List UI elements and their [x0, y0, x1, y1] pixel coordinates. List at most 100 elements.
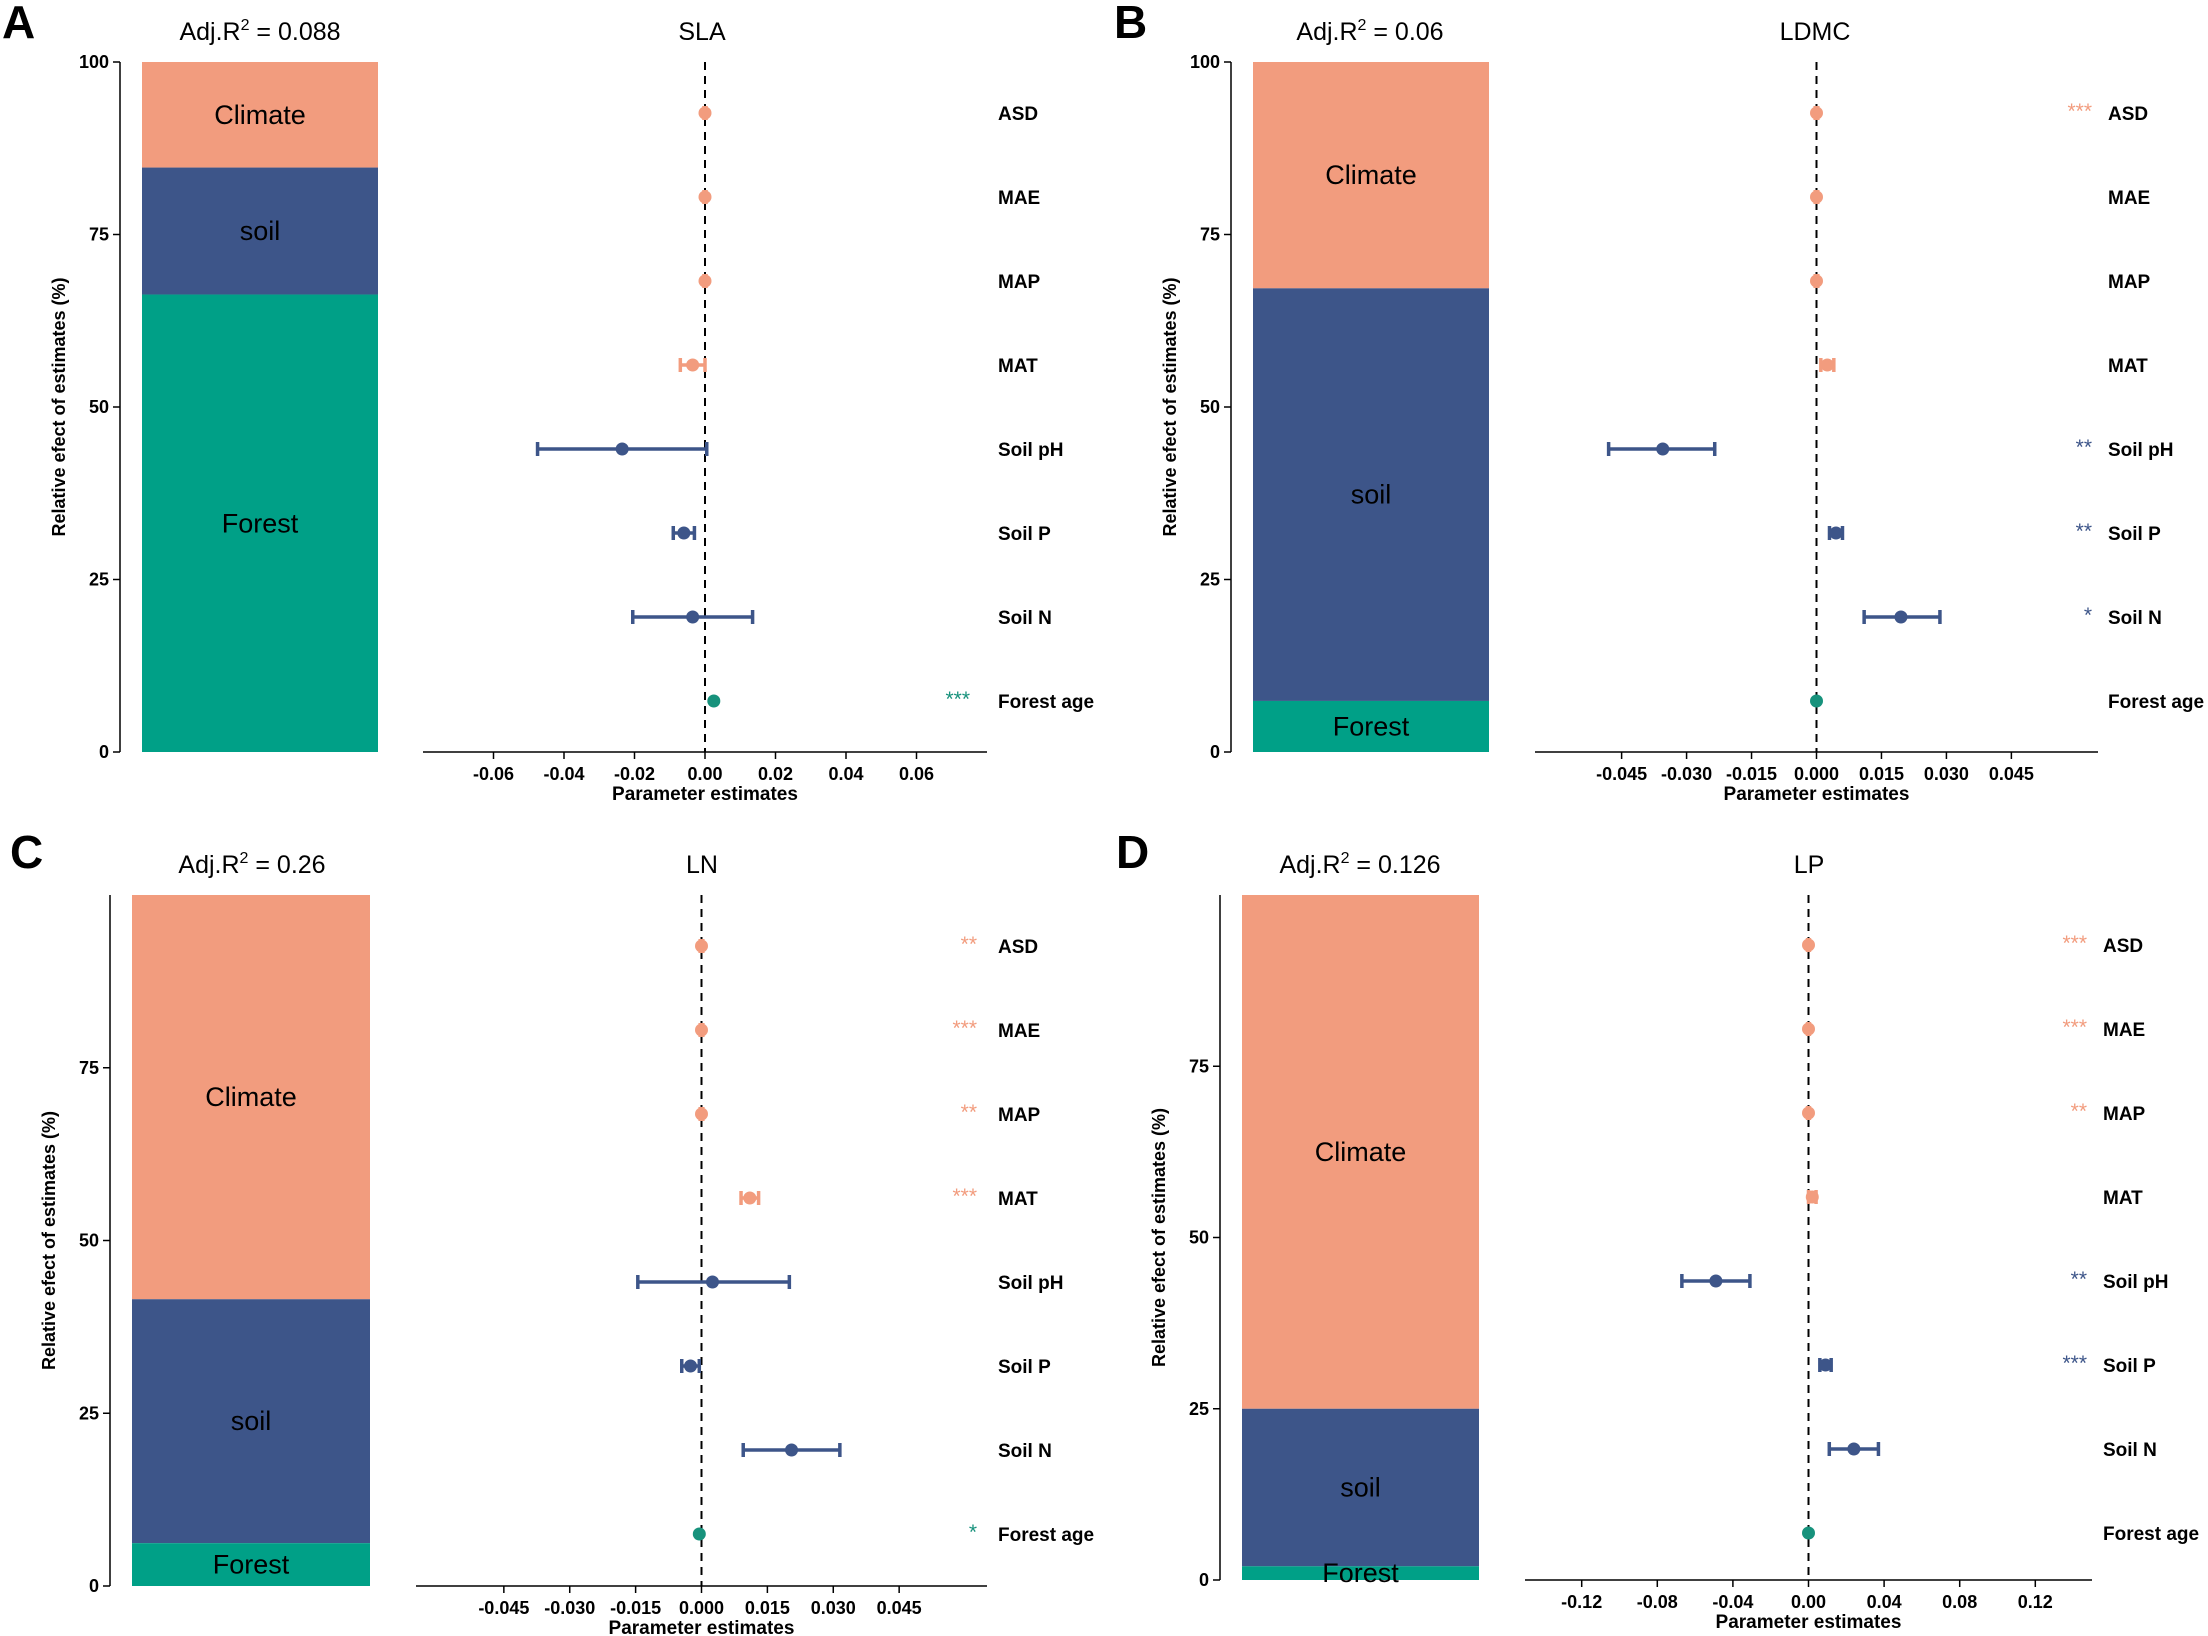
- predictor-label: Soil P: [998, 1357, 1051, 1378]
- x-tick-label: 0.06: [899, 764, 934, 784]
- predictor-label: MAP: [2103, 1104, 2146, 1125]
- predictor-label: MAP: [998, 272, 1041, 293]
- y-tick-label: 0: [89, 1576, 99, 1596]
- segment-label: Forest: [222, 508, 299, 538]
- predictor-label: Forest age: [2103, 1524, 2199, 1545]
- panel-letter: B: [1114, 0, 1147, 48]
- bar-segment-climate: [1253, 62, 1489, 289]
- predictor-label: MAT: [998, 1189, 1038, 1210]
- estimate-point: [695, 1107, 708, 1121]
- y-tick-label: 25: [89, 570, 109, 590]
- adj-r2-value: = 0.126: [1349, 851, 1440, 879]
- bar-segment-forest: [132, 1543, 370, 1586]
- estimate-point: [1802, 938, 1815, 952]
- segment-label: soil: [1340, 1473, 1381, 1503]
- x-tick-label: -0.08: [1637, 1592, 1678, 1612]
- significance-stars: ***: [2062, 1016, 2087, 1039]
- predictor-label: Soil P: [2103, 1356, 2156, 1377]
- adj-r2-prefix: Adj.R: [179, 18, 240, 46]
- y-tick-label: 75: [1200, 225, 1220, 245]
- y-tick-label: 75: [79, 1058, 99, 1078]
- adj-r2-value: = 0.26: [248, 851, 325, 879]
- significance-stars: **: [2076, 520, 2092, 543]
- x-tick-label: -0.02: [614, 764, 655, 784]
- predictor-mae: MAE: [1810, 188, 2150, 209]
- significance-stars: **: [2076, 436, 2092, 459]
- bar-segment-climate: [142, 62, 378, 168]
- estimate-point: [698, 274, 712, 288]
- predictor-label: Soil pH: [998, 1273, 1063, 1294]
- segment-label: Forest: [1322, 1558, 1399, 1588]
- y-tick-label: 100: [79, 52, 109, 72]
- forest-plot: LDMC -0.045 -0.030 -0.015 0.000 0.015 0.030 0.0…: [1535, 18, 2204, 805]
- x-tick-label: 0.02: [758, 764, 793, 784]
- x-tick-label: 0.045: [877, 1598, 922, 1618]
- bar-segment-soil: [132, 1299, 370, 1544]
- y-tick-label: 75: [1189, 1056, 1209, 1076]
- stacked-bar: Climate soil Forest: [132, 895, 370, 1586]
- x-tick-label: 0.000: [1794, 764, 1839, 784]
- adj-r2-prefix: Adj.R: [178, 851, 239, 879]
- adj-r2-superscript: 2: [240, 850, 249, 867]
- predictor-label: Soil N: [998, 1441, 1052, 1462]
- predictor-soil-n: Soil N: [741, 1441, 1052, 1462]
- predictor-label: ASD: [998, 937, 1038, 958]
- predictor-soil-ph: Soil pH: [535, 440, 1063, 461]
- y-axis-label: Relative efect of estimates (%): [39, 1111, 59, 1370]
- predictor-label: Forest age: [998, 1525, 1094, 1546]
- predictor-mat: MAT ***: [739, 1185, 1038, 1210]
- y-axis-label: Relative efect of estimates (%): [49, 277, 69, 536]
- x-tick-label: 0.08: [1942, 1592, 1977, 1612]
- predictor-label: MAE: [998, 188, 1040, 209]
- estimate-point: [1810, 274, 1823, 288]
- y-tick-label: 0: [1210, 742, 1220, 762]
- significance-stars: ***: [952, 1185, 977, 1208]
- predictor-soil-p: Soil P: [679, 1357, 1051, 1378]
- adj-r2-title: Adj.R2 = 0.088: [179, 17, 340, 46]
- segment-label: Forest: [1333, 711, 1410, 741]
- estimate-point: [1709, 1274, 1723, 1288]
- significance-stars: **: [2071, 1100, 2087, 1123]
- x-tick-label: 0.04: [1867, 1592, 1902, 1612]
- y-axis: 0 25 50 75 100 Relative efect of estimates (%…: [1160, 52, 1232, 762]
- predictor-label: Soil P: [998, 524, 1051, 545]
- y-tick-label: 25: [1200, 570, 1220, 590]
- forest-plot: LN -0.045 -0.030 -0.015 0.000 0.015 0.030 0.045…: [416, 851, 1094, 1636]
- significance-stars: ***: [2062, 932, 2087, 955]
- predictor-soil-p: Soil P **: [1827, 520, 2161, 545]
- significance-stars: *: [969, 1521, 977, 1544]
- estimate-point: [698, 190, 712, 204]
- predictor-label: MAT: [2108, 356, 2148, 377]
- x-tick-label: -0.015: [1726, 764, 1777, 784]
- y-tick-label: 50: [79, 1231, 99, 1251]
- estimate-point: [1810, 190, 1823, 204]
- predictor-label: MAE: [2108, 188, 2150, 209]
- predictor-soil-ph: Soil pH **: [1680, 1268, 2168, 1293]
- y-tick-label: 50: [1200, 397, 1220, 417]
- x-tick-label: 0.015: [745, 1598, 790, 1618]
- predictor-soil-p: Soil P: [671, 524, 1051, 545]
- x-axis-label: Parameter estimates: [1716, 1612, 1902, 1633]
- predictor-forest-age: Forest age *: [692, 1521, 1094, 1546]
- y-axis: 0 25 50 75 Relative efect of estimates (%): [1149, 895, 1221, 1590]
- bar-segment-climate: [1242, 895, 1479, 1409]
- estimate-point: [1802, 1106, 1815, 1120]
- adj-r2-superscript: 2: [1358, 17, 1367, 34]
- plot-title: LDMC: [1780, 18, 1851, 46]
- estimate-point: [1894, 610, 1908, 624]
- predictor-asd: ASD **: [695, 933, 1038, 958]
- predictor-mat: MAT: [678, 356, 1038, 377]
- predictor-label: Soil N: [2103, 1440, 2157, 1461]
- segment-label: Climate: [214, 100, 306, 130]
- bar-segment-forest: [142, 294, 378, 752]
- adj-r2-superscript: 2: [1341, 850, 1350, 867]
- bar-segment-soil: [1253, 288, 1489, 701]
- segment-label: soil: [231, 1406, 272, 1436]
- predictor-label: Soil N: [2108, 608, 2162, 629]
- y-tick-label: 0: [99, 742, 109, 762]
- estimate-point: [698, 106, 712, 120]
- y-tick-label: 75: [89, 225, 109, 245]
- estimate-point: [684, 1359, 698, 1373]
- predictor-soil-n: Soil N *: [1862, 604, 2162, 629]
